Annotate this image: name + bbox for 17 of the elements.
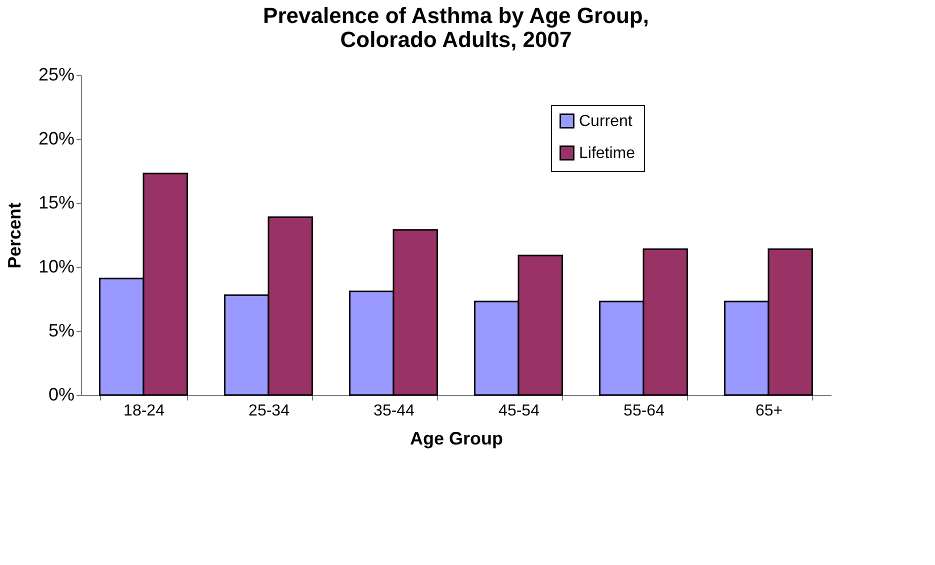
x-tick-label: 45-54: [498, 402, 540, 420]
x-tick-label: 18-24: [124, 402, 165, 420]
y-tick-label: 20%: [38, 128, 74, 148]
chart-title: Prevalence of Asthma by Age Group, Colorado Adults, 2007: [263, 3, 649, 52]
y-tick-label: 5%: [48, 320, 74, 340]
x-tick-label: 25-34: [248, 402, 290, 420]
y-tick-label: 15%: [38, 192, 74, 212]
y-tick-label: 10%: [38, 256, 74, 276]
x-tick-label: 55-64: [624, 402, 665, 420]
x-tick-label: 35-44: [374, 402, 415, 420]
x-axis-title: Age Group: [410, 428, 503, 448]
y-tick-label: 25%: [38, 64, 74, 84]
legend-label: Current: [579, 113, 633, 130]
legend-label: Lifetime: [579, 145, 636, 162]
y-axis-title: Percent: [4, 202, 24, 269]
y-tick-label: 0%: [48, 384, 74, 404]
x-tick-label: 65+: [755, 402, 783, 420]
